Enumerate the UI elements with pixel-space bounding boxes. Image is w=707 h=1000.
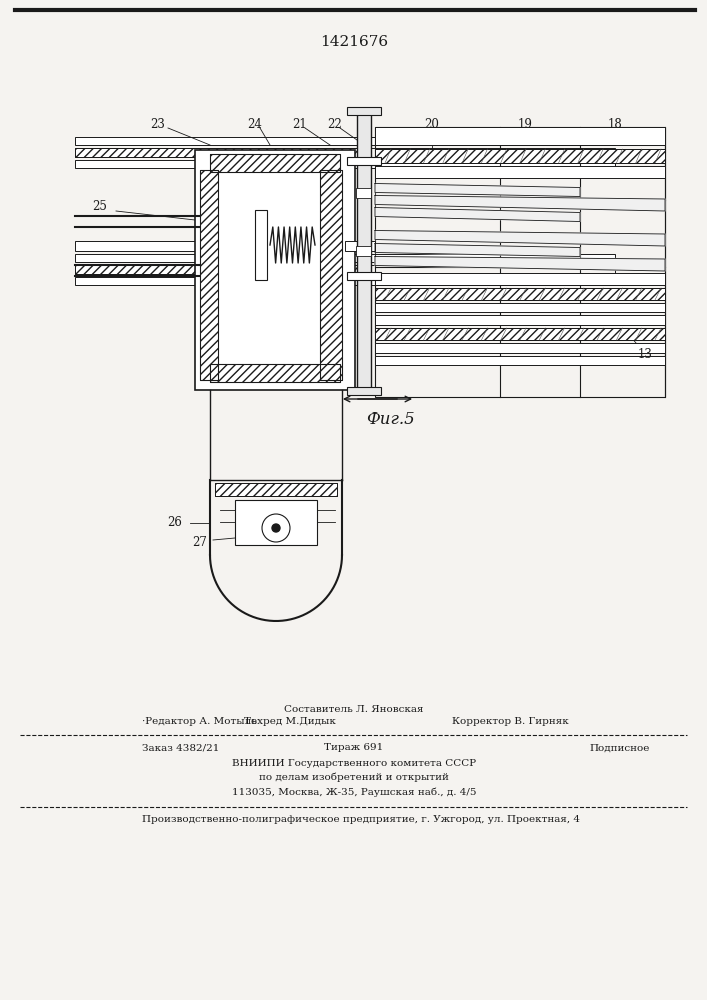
Polygon shape	[375, 256, 665, 271]
Bar	[75, 265, 365, 274]
Polygon shape	[375, 184, 580, 196]
Bar	[75, 241, 320, 251]
Bar	[75, 137, 615, 145]
Text: Производственно-полиграфическое предприятие, г. Ужгород, ул. Проектная, 4: Производственно-полиграфическое предприя…	[142, 816, 580, 824]
Text: ВНИИПИ Государственного комитета СССР: ВНИИПИ Государственного комитета СССР	[232, 758, 476, 768]
Bar	[375, 288, 665, 300]
Bar	[345, 241, 375, 251]
Bar	[375, 288, 665, 300]
Bar	[210, 154, 340, 172]
Text: Фиг.5: Фиг.5	[366, 412, 414, 428]
Text: 26: 26	[168, 516, 182, 530]
Bar	[375, 273, 665, 285]
Bar	[215, 483, 337, 496]
Bar	[320, 170, 342, 380]
Bar	[215, 483, 337, 496]
Bar	[210, 154, 340, 172]
Bar	[375, 303, 665, 312]
Bar	[375, 343, 665, 353]
Bar	[200, 170, 218, 380]
Text: 1421676: 1421676	[320, 35, 388, 49]
Bar	[200, 170, 218, 380]
Circle shape	[272, 524, 280, 532]
Bar	[255, 210, 267, 280]
Bar	[75, 160, 615, 168]
Bar	[75, 277, 615, 285]
Text: Тираж 691: Тираж 691	[325, 744, 384, 752]
Bar	[320, 170, 342, 380]
Text: 19: 19	[518, 117, 532, 130]
Text: 25: 25	[93, 200, 107, 214]
Bar	[210, 364, 340, 382]
Text: 113035, Москва, Ж-35, Раушская наб., д. 4/5: 113035, Москва, Ж-35, Раушская наб., д. …	[232, 787, 477, 797]
Text: 22: 22	[327, 117, 342, 130]
Polygon shape	[375, 243, 580, 256]
Polygon shape	[375, 196, 665, 211]
Bar	[75, 148, 365, 157]
Bar	[356, 246, 371, 256]
Text: по делам изобретений и открытий: по делам изобретений и открытий	[259, 772, 449, 782]
Bar	[210, 364, 340, 382]
Text: 27: 27	[192, 536, 207, 548]
Bar	[235, 500, 317, 545]
Text: Техред М.Дидык: Техред М.Дидык	[244, 718, 336, 726]
Bar	[375, 166, 665, 178]
Text: 24: 24	[247, 117, 262, 130]
Text: Заказ 4382/21: Заказ 4382/21	[142, 744, 219, 752]
Bar	[347, 157, 381, 165]
Text: Составитель Л. Яновская: Составитель Л. Яновская	[284, 706, 423, 714]
Bar	[357, 110, 371, 390]
Bar	[347, 387, 381, 395]
Bar	[375, 149, 665, 163]
Polygon shape	[375, 208, 580, 222]
Bar	[375, 328, 665, 340]
Bar	[375, 328, 665, 340]
Bar	[75, 254, 615, 262]
Bar	[75, 265, 615, 274]
Bar	[375, 127, 665, 145]
Bar	[375, 315, 665, 325]
Bar	[356, 188, 371, 198]
Text: 23: 23	[151, 117, 165, 130]
Bar	[375, 127, 665, 397]
Text: 21: 21	[293, 117, 308, 130]
Text: ·Редактор А. Мотыль: ·Редактор А. Мотыль	[142, 718, 257, 726]
Text: 20: 20	[425, 117, 440, 130]
Bar	[375, 356, 665, 365]
Bar	[347, 107, 381, 115]
Bar	[347, 272, 381, 280]
Polygon shape	[375, 231, 665, 246]
Bar	[75, 148, 615, 157]
Bar	[375, 149, 665, 163]
Text: Корректор В. Гирняк: Корректор В. Гирняк	[452, 718, 568, 726]
Text: Подписное: Подписное	[590, 744, 650, 752]
Text: 18: 18	[607, 117, 622, 130]
Bar	[195, 150, 355, 390]
Text: 13: 13	[638, 349, 653, 361]
